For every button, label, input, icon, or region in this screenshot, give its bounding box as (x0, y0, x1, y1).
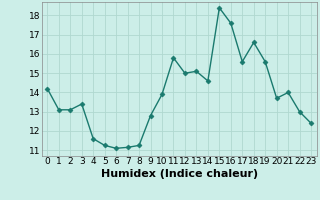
X-axis label: Humidex (Indice chaleur): Humidex (Indice chaleur) (100, 169, 258, 179)
